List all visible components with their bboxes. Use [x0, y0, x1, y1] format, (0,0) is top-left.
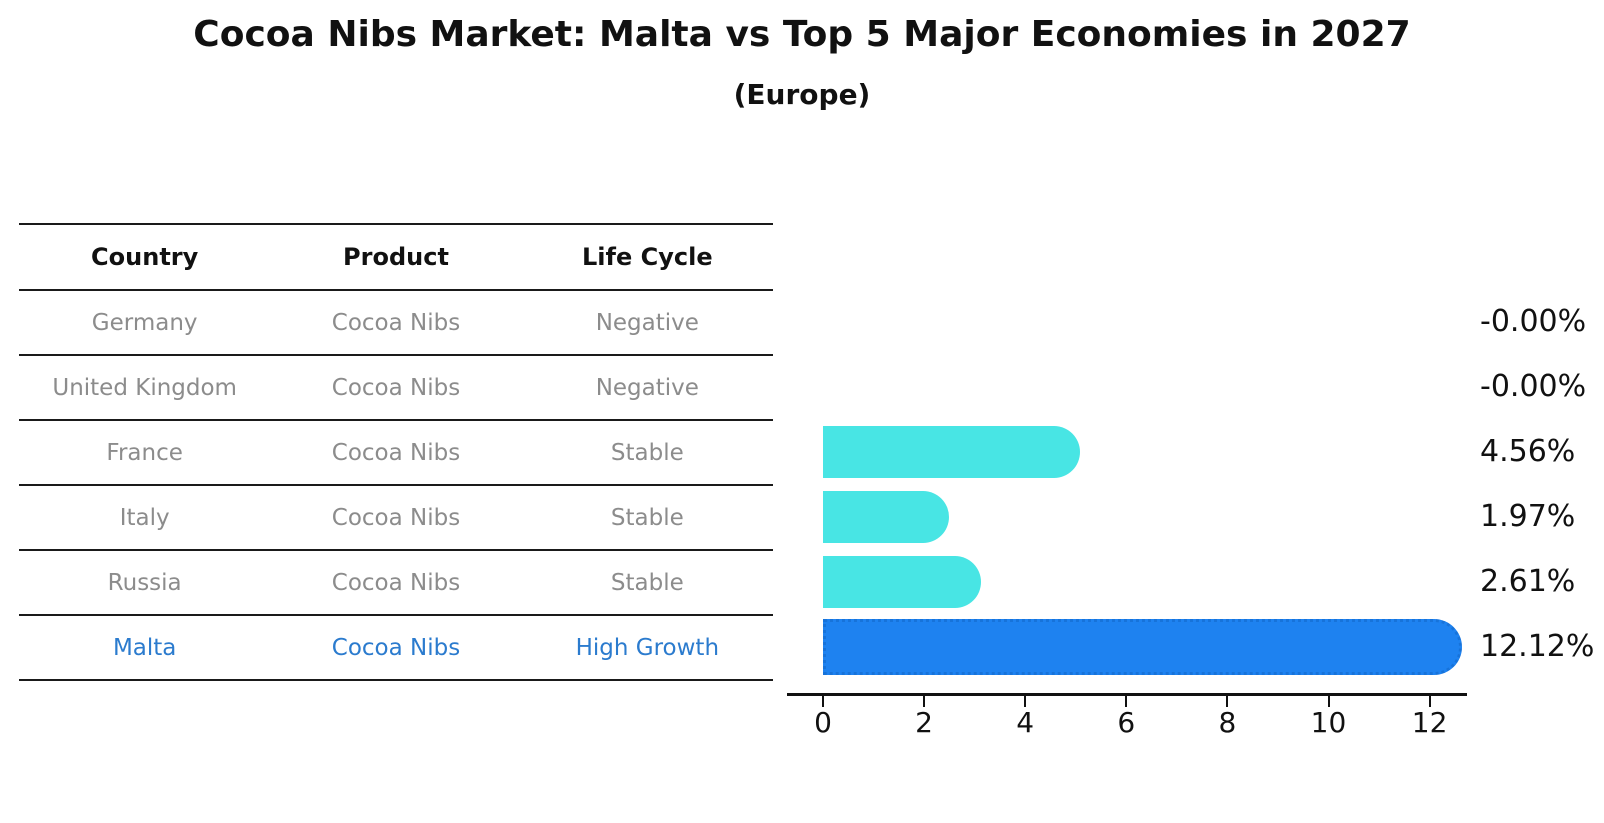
lifecycle-cell: Negative — [595, 374, 699, 401]
table-header-row: Country Product Life Cycle — [19, 225, 773, 291]
value-label: 2.61% — [1480, 564, 1576, 599]
x-axis-tick-label: 0 — [814, 706, 832, 739]
product-cell: Cocoa Nibs — [331, 569, 461, 596]
country-cell: Italy — [119, 504, 170, 531]
x-axis-tick-label: 8 — [1218, 706, 1237, 739]
product-cell: Cocoa Nibs — [331, 439, 461, 466]
value-label: 4.56% — [1480, 434, 1576, 469]
country-cell: Germany — [91, 309, 198, 336]
x-axis-tick — [1125, 696, 1128, 707]
x-axis-tick-label: 10 — [1310, 706, 1347, 739]
lifecycle-cell: Stable — [610, 439, 684, 466]
country-cell: United Kingdom — [52, 374, 237, 401]
x-axis-tick-label: 6 — [1117, 706, 1136, 739]
x-axis-tick — [923, 696, 926, 707]
x-axis-tick — [1428, 696, 1431, 707]
column-header-product: Product — [343, 243, 449, 271]
table-row: Malta Cocoa Nibs High Growth — [19, 616, 773, 681]
country-cell: Malta — [112, 634, 177, 661]
lifecycle-cell: High Growth — [575, 634, 720, 661]
table-row: France Cocoa Nibs Stable — [19, 421, 773, 486]
lifecycle-cell: Negative — [595, 309, 699, 336]
value-label: 1.97% — [1480, 499, 1576, 534]
lifecycle-cell: Stable — [610, 569, 684, 596]
x-axis-tick-label: 2 — [915, 706, 933, 739]
bar-malta — [823, 619, 1462, 675]
product-cell: Cocoa Nibs — [331, 504, 461, 531]
lifecycle-cell: Stable — [610, 504, 684, 531]
column-header-lifecycle: Life Cycle — [582, 243, 713, 271]
table-row: Germany Cocoa Nibs Negative — [19, 291, 773, 356]
table-body: Germany Cocoa Nibs Negative United Kingdom C… — [19, 291, 773, 681]
table-row: United Kingdom Cocoa Nibs Negative — [19, 356, 773, 421]
table-row: Russia Cocoa Nibs Stable — [19, 551, 773, 616]
country-table: Country Product Life Cycle Germany Cocoa … — [19, 223, 773, 681]
bar-france — [823, 426, 1080, 478]
value-label: -0.00% — [1480, 369, 1587, 404]
table-row: Italy Cocoa Nibs Stable — [19, 486, 773, 551]
x-axis-tick — [1327, 696, 1330, 707]
value-label: -0.00% — [1480, 304, 1587, 339]
column-header-country: Country — [91, 243, 199, 271]
chart-title: Cocoa Nibs Market: Malta vs Top 5 Major … — [193, 14, 1411, 55]
bar-italy — [823, 491, 949, 543]
x-axis-tick-label: 4 — [1016, 706, 1035, 739]
country-cell: France — [106, 439, 183, 466]
product-cell: Cocoa Nibs — [331, 374, 461, 401]
value-label: 12.12% — [1480, 629, 1595, 664]
chart-subtitle: (Europe) — [733, 78, 871, 111]
x-axis-tick-label: 12 — [1411, 706, 1448, 739]
x-axis-tick — [1024, 696, 1027, 707]
country-cell: Russia — [107, 569, 182, 596]
x-axis-tick — [1226, 696, 1229, 707]
product-cell: Cocoa Nibs — [331, 309, 461, 336]
x-axis-line — [787, 693, 1467, 696]
x-axis-tick — [822, 696, 824, 707]
bar-russia — [823, 556, 981, 608]
product-cell: Cocoa Nibs — [331, 634, 461, 661]
